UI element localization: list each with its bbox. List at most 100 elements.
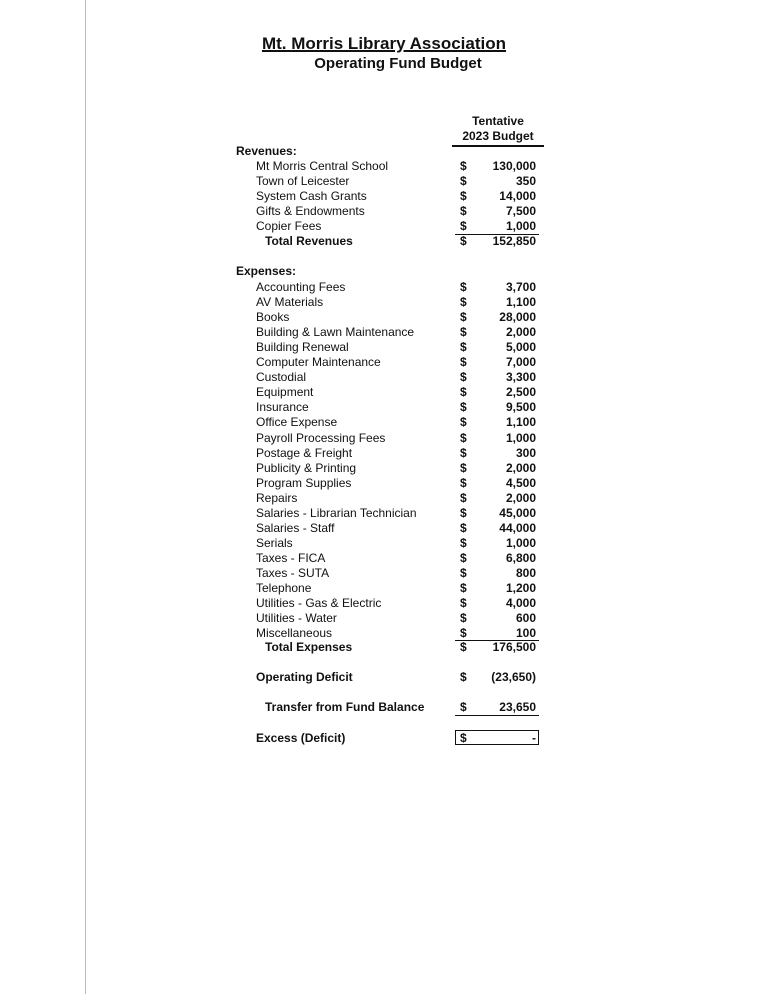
row-amount: (23,650): [491, 670, 536, 684]
row-label: Salaries - Librarian Technician: [256, 505, 417, 520]
currency-symbol: $: [460, 325, 467, 340]
currency-symbol: $: [460, 535, 467, 550]
budget-row: Books $28,000: [0, 310, 768, 325]
row-amount: 7,500: [505, 204, 536, 218]
row-label: Building Renewal: [256, 340, 349, 355]
budget-row: Transfer from Fund Balance $23,650: [0, 700, 768, 715]
currency-symbol: $: [460, 295, 467, 310]
budget-row: Utilities - Gas & Electric $4,000: [0, 596, 768, 611]
currency-symbol: $: [460, 550, 467, 565]
row-amount: 28,000: [499, 310, 536, 325]
budget-row: Mt Morris Central School $130,000: [0, 159, 768, 174]
currency-symbol: $: [460, 204, 467, 218]
row-label: Total Expenses: [265, 640, 353, 654]
budget-row: Custodial $3,300: [0, 370, 768, 385]
row-amount: 1,100: [505, 415, 536, 430]
budget-row: Office Expense $1,100: [0, 415, 768, 430]
currency-symbol: $: [460, 700, 467, 714]
currency-symbol: $: [460, 310, 467, 325]
row-label: Serials: [256, 535, 293, 550]
row-label: Mt Morris Central School: [256, 159, 389, 173]
row-amount: 3,300: [505, 370, 536, 385]
row-amount: 23,650: [499, 700, 536, 714]
currency-symbol: $: [460, 219, 467, 233]
title-text: Mt. Morris Library Association: [261, 34, 507, 53]
budget-row: Utilities - Water $600: [0, 611, 768, 626]
currency-symbol: $: [460, 385, 467, 400]
row-label: Town of Leicester: [256, 174, 350, 188]
row-label: Transfer from Fund Balance: [265, 700, 425, 714]
budget-row: Salaries - Librarian Technician $45,000: [0, 506, 768, 521]
row-amount: 4,500: [505, 475, 536, 490]
row-amount: 44,000: [499, 520, 536, 535]
row-label: Office Expense: [256, 415, 338, 430]
row-amount: 1,000: [505, 430, 536, 445]
currency-symbol: $: [460, 460, 467, 475]
column-header: Tentative 2023 Budget: [452, 114, 544, 147]
row-amount: 3,700: [505, 280, 536, 294]
currency-symbol: $: [460, 490, 467, 505]
budget-row: Building & Lawn Maintenance $2,000: [0, 325, 768, 340]
currency-symbol: $: [460, 159, 467, 173]
budget-row: Miscellaneous $100: [0, 626, 768, 641]
currency-symbol: $: [460, 626, 467, 641]
revenues-heading: Revenues:: [236, 144, 297, 158]
currency-symbol: $: [460, 581, 467, 595]
row-amount: 4,000: [505, 596, 536, 611]
row-label: Taxes - FICA: [256, 550, 326, 565]
budget-row: Serials $1,000: [0, 536, 768, 551]
row-amount: 800: [515, 565, 536, 580]
row-label: Computer Maintenance: [256, 355, 381, 370]
row-label: Accounting Fees: [256, 280, 346, 294]
currency-symbol: $: [460, 415, 467, 430]
row-label: Postage & Freight: [256, 445, 353, 460]
currency-symbol: $: [460, 670, 467, 684]
currency-symbol: $: [460, 355, 467, 370]
row-amount: 6,800: [505, 550, 536, 565]
row-amount: 7,000: [505, 355, 536, 370]
row-amount: 600: [515, 611, 536, 626]
currency-symbol: $: [460, 520, 467, 535]
row-amount: 350: [515, 174, 536, 188]
currency-symbol: $: [460, 445, 467, 460]
currency-symbol: $: [460, 234, 467, 248]
row-label: Books: [256, 310, 290, 325]
row-label: Telephone: [256, 581, 312, 595]
budget-row: Publicity & Printing $2,000: [0, 461, 768, 476]
budget-row: Computer Maintenance $7,000: [0, 355, 768, 370]
row-amount: 2,000: [505, 325, 536, 340]
expenses-heading: Expenses:: [236, 264, 297, 278]
budget-row: Equipment $2,500: [0, 385, 768, 400]
row-amount: 176,500: [492, 640, 536, 654]
budget-row: Salaries - Staff $44,000: [0, 521, 768, 536]
budget-row: Repairs $2,000: [0, 491, 768, 506]
currency-symbol: $: [460, 189, 467, 203]
budget-row: Gifts & Endowments $7,500: [0, 204, 768, 219]
budget-row: Total Expenses $176,500: [0, 640, 768, 655]
row-label: Publicity & Printing: [256, 460, 357, 475]
currency-symbol: $: [460, 430, 467, 445]
revenues-subtotal-rule: [455, 234, 539, 235]
row-label: Building & Lawn Maintenance: [256, 325, 415, 340]
budget-row: Telephone $1,200: [0, 581, 768, 596]
row-amount: 1,100: [505, 295, 536, 310]
transfer-rule: [455, 715, 539, 716]
scan-edge-line: [85, 0, 86, 994]
row-amount: 1,200: [505, 581, 536, 595]
budget-row: Payroll Processing Fees $1,000: [0, 431, 768, 446]
row-amount: 2,000: [505, 490, 536, 505]
budget-row: Excess (Deficit) $ -: [0, 731, 768, 746]
currency-symbol: $: [460, 475, 467, 490]
budget-row: Taxes - SUTA $800: [0, 566, 768, 581]
row-amount: 152,850: [492, 234, 536, 248]
currency-symbol: $: [460, 640, 467, 654]
budget-row: Taxes - FICA $6,800: [0, 551, 768, 566]
row-amount: 130,000: [492, 159, 536, 173]
currency-symbol: $: [460, 280, 467, 294]
budget-row: Building Renewal $5,000: [0, 340, 768, 355]
row-label: Excess (Deficit): [256, 731, 346, 745]
column-header-line2: 2023 Budget: [462, 129, 534, 143]
row-label: Utilities - Gas & Electric: [256, 596, 382, 611]
document-subtitle: Operating Fund Budget: [314, 55, 482, 72]
row-amount: 100: [515, 626, 536, 641]
